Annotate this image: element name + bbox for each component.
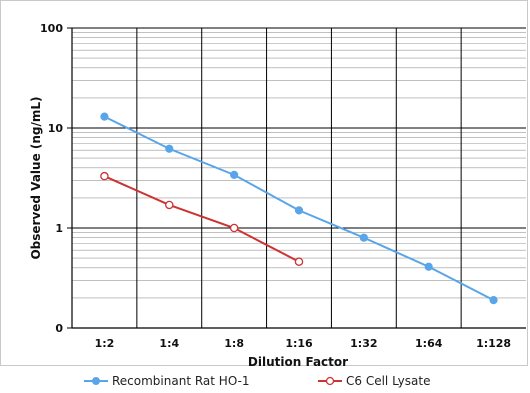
y-tick-label: 10 [48, 122, 64, 135]
legend-label-series-2: C6 Cell Lysate [346, 374, 430, 388]
data-point-series-2 [165, 200, 174, 210]
chart-frame [0, 0, 528, 366]
data-point-series-2 [229, 223, 239, 233]
x-axis-title: Dilution Factor [248, 355, 348, 369]
x-tick-label: 1:8 [224, 337, 244, 350]
data-point-series-1 [165, 144, 174, 153]
legend-marker-series-1 [92, 377, 100, 385]
data-point-series-1 [359, 233, 368, 242]
data-point-series-2 [294, 257, 304, 266]
legend-marker-series-2 [325, 376, 335, 386]
x-tick-label: 1:128 [476, 337, 511, 350]
x-tick-labels: 1:2 1:4 1:8 1:16 1:32 1:64 1:128 [95, 337, 512, 350]
data-point-series-1 [489, 296, 498, 305]
x-tick-label: 1:4 [159, 337, 179, 350]
data-point-series-1 [230, 170, 239, 179]
legend-item-series-1: Recombinant Rat HO-1 [84, 374, 250, 388]
x-tick-label: 1:64 [415, 337, 443, 350]
y-tick-label: 0 [55, 322, 63, 335]
data-point-series-1 [100, 112, 109, 121]
x-tick-label: 1:32 [350, 337, 377, 350]
x-tick-label: 1:16 [285, 337, 313, 350]
x-tick-label: 1:2 [95, 337, 115, 350]
axes [67, 27, 526, 329]
legend: Recombinant Rat HO-1 C6 Cell Lysate [84, 374, 430, 388]
data-point-series-2 [100, 171, 109, 181]
series [100, 112, 498, 305]
series-line-2 [104, 175, 300, 263]
y-axis-title: Observed Value (ng/mL) [29, 96, 43, 259]
y-tick-label: 100 [40, 22, 63, 35]
y-tick-labels: 0 1 10 100 [40, 22, 63, 335]
data-point-series-1 [424, 262, 433, 271]
legend-label-series-1: Recombinant Rat HO-1 [112, 374, 250, 388]
y-tick-label: 1 [55, 222, 63, 235]
legend-item-series-2: C6 Cell Lysate [318, 374, 430, 388]
grid [72, 27, 526, 329]
data-point-series-1 [294, 206, 304, 215]
